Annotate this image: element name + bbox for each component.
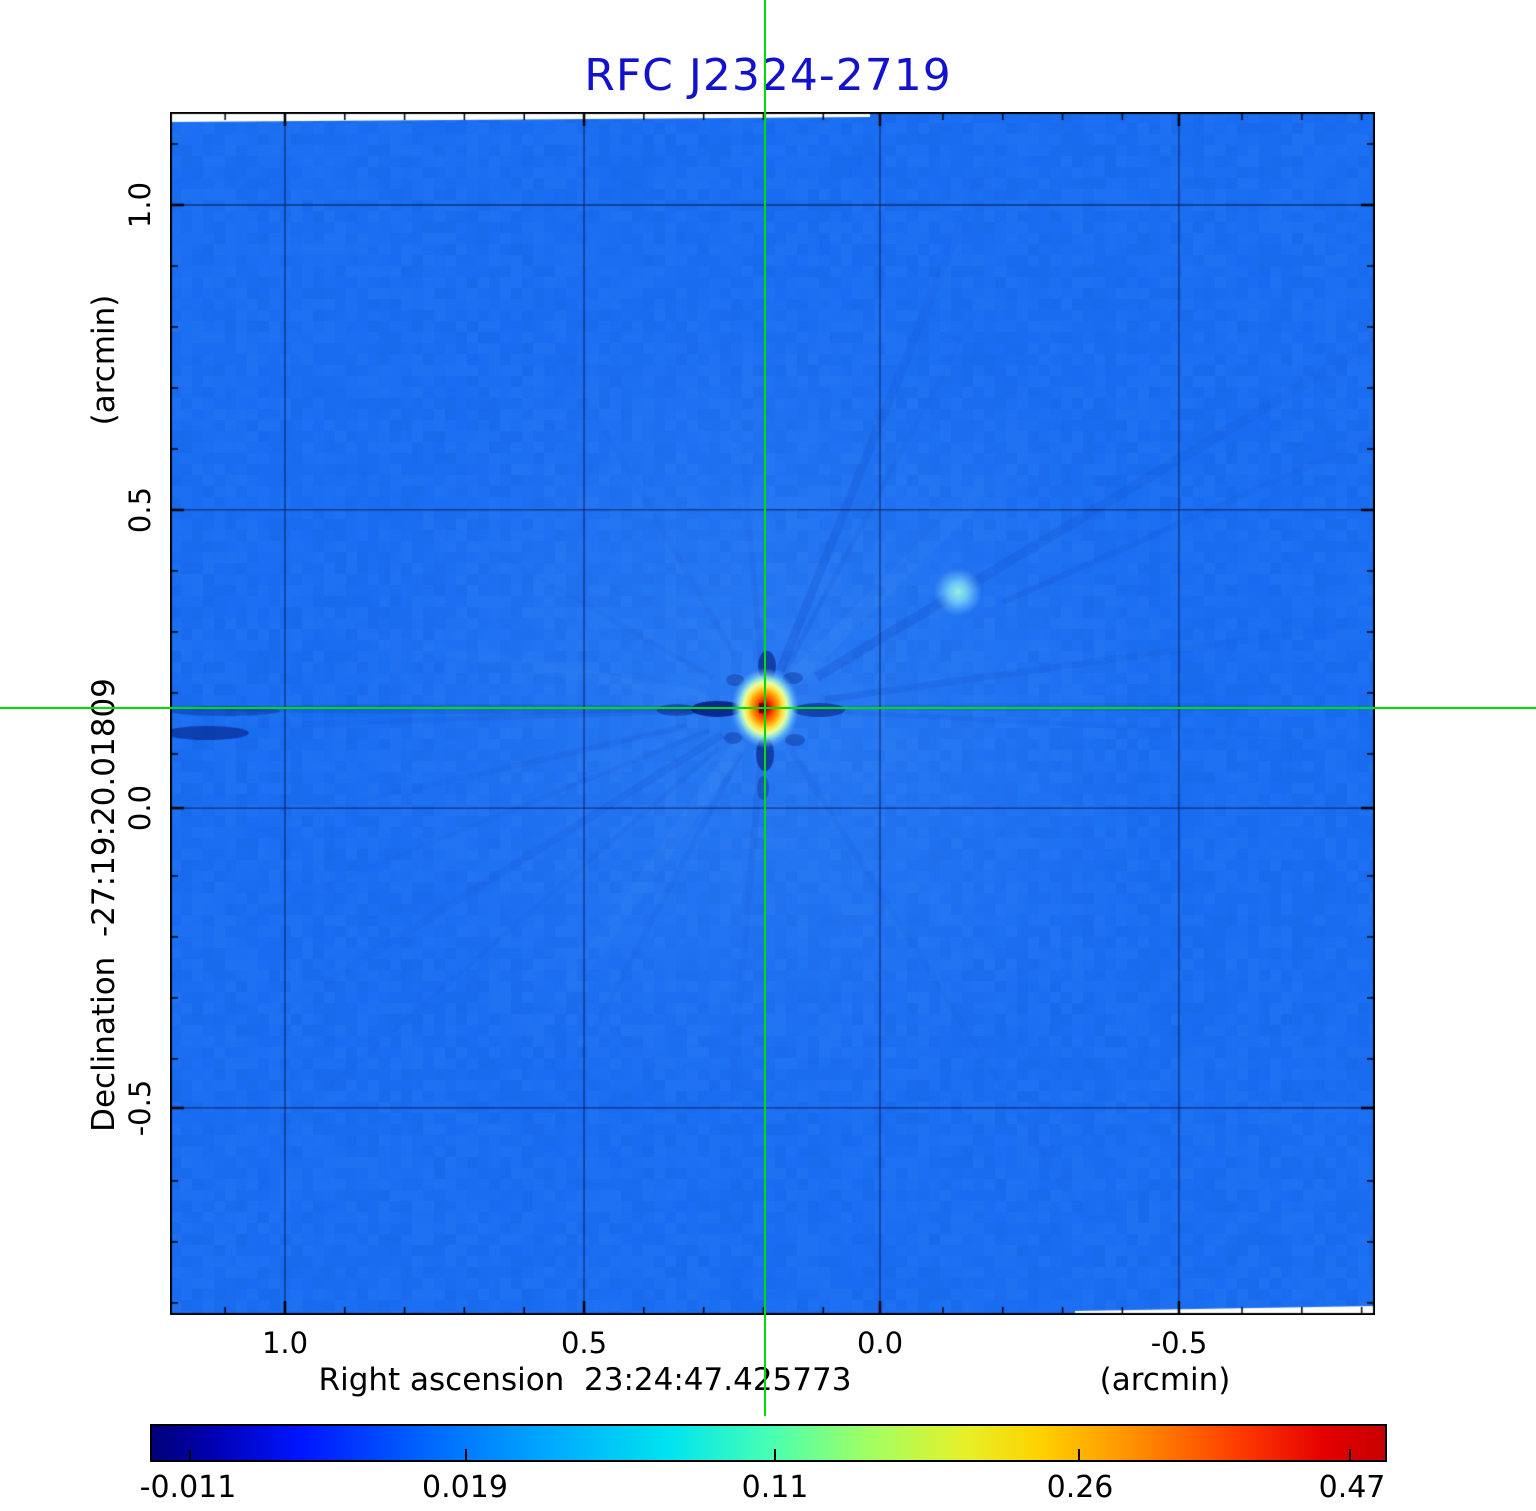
x-axis-label: Right ascension 23:24:47.425773 [318, 1362, 852, 1398]
colorbar-tick [189, 1449, 192, 1460]
colorbar-tick-label: 0.019 [422, 1470, 508, 1505]
sky-map-canvas [170, 112, 1375, 1315]
y-tick-label: -0.5 [123, 1079, 157, 1137]
colorbar-tick-label: 0.11 [741, 1470, 809, 1505]
colorbar-tick [465, 1449, 468, 1460]
figure-title: RFC J2324-2719 [584, 50, 952, 101]
y-axis-label: Declination -27:19:20.01809 [86, 678, 122, 1132]
y-tick-label: 0.0 [123, 784, 157, 832]
colorbar-tick-label: 0.47 [1318, 1470, 1386, 1505]
crosshair-horizontal-line [0, 707, 1536, 709]
x-axis-unit-label: (arcmin) [1099, 1362, 1231, 1398]
colorbar-tick [1349, 1449, 1352, 1460]
colorbar [150, 1424, 1387, 1462]
colorbar-tick-label: -0.011 [139, 1470, 237, 1505]
y-axis-unit-label: (arcmin) [86, 294, 122, 426]
colorbar-tick-label: 0.26 [1046, 1470, 1114, 1505]
x-tick-label: -0.5 [1150, 1326, 1208, 1360]
x-tick-label: 0.0 [856, 1326, 904, 1360]
colorbar-tick [1078, 1449, 1081, 1460]
y-tick-label: 0.5 [123, 486, 157, 534]
x-tick-label: 1.0 [261, 1326, 309, 1360]
x-tick-label: 0.5 [560, 1326, 608, 1360]
colorbar-tick [773, 1449, 776, 1460]
y-tick-label: 1.0 [123, 181, 157, 229]
